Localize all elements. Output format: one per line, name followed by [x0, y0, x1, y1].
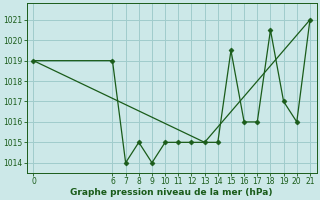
X-axis label: Graphe pression niveau de la mer (hPa): Graphe pression niveau de la mer (hPa): [70, 188, 273, 197]
